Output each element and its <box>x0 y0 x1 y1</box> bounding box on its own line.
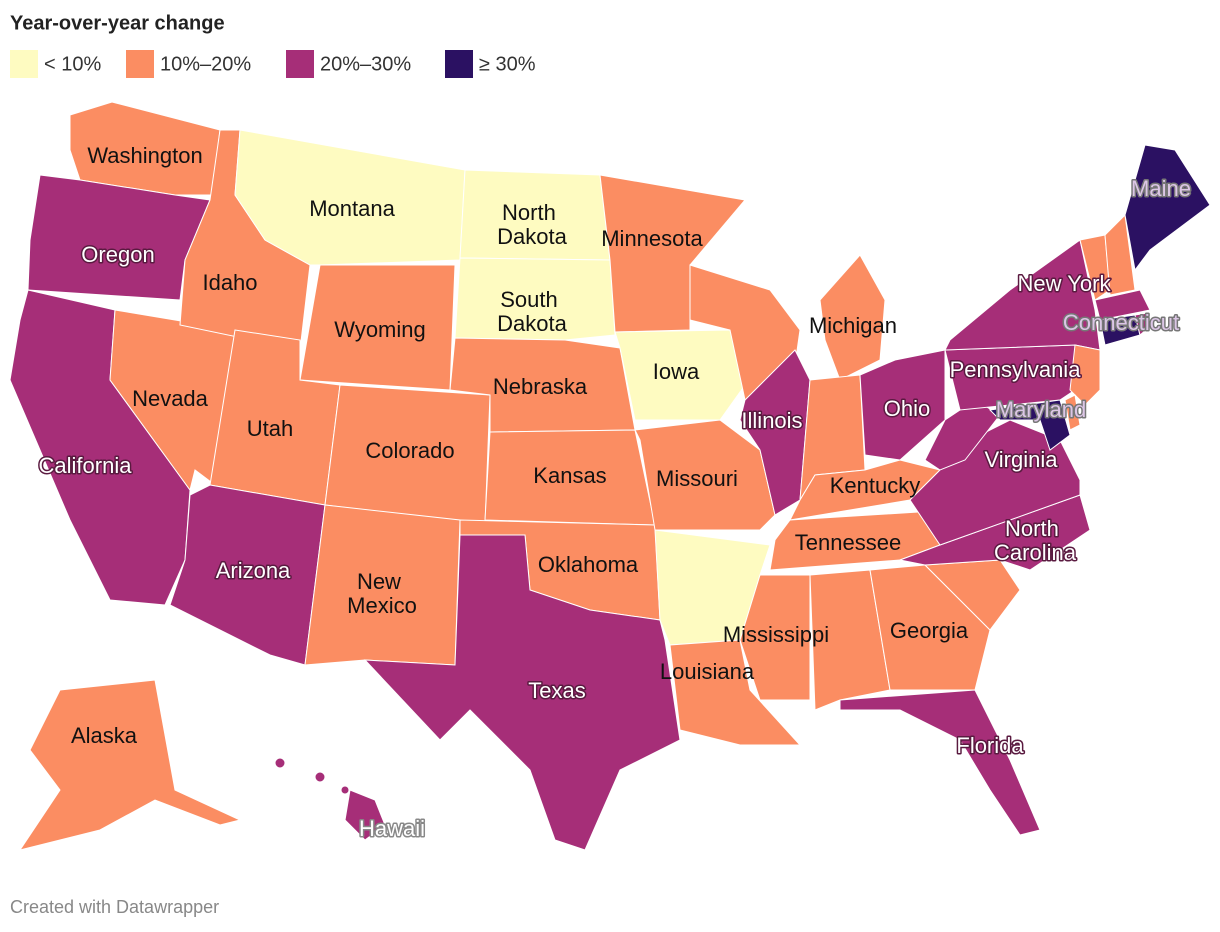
state-label: Maine <box>1131 176 1191 201</box>
state <box>454 257 616 341</box>
state <box>18 679 242 851</box>
state-label: Maryland <box>996 397 1086 422</box>
state-label: California <box>39 453 133 478</box>
state-label: South Dakota <box>497 287 567 336</box>
state-label: New Mexico <box>347 569 417 618</box>
state-label: Michigan <box>809 313 897 338</box>
legend-swatch <box>10 50 38 78</box>
state <box>819 254 886 381</box>
state <box>739 349 811 516</box>
island <box>340 785 350 795</box>
state-label: North Dakota <box>497 200 567 249</box>
legend-swatch <box>126 50 154 78</box>
state-label: Texas <box>528 678 585 703</box>
state-label: Kansas <box>533 463 606 488</box>
state-label: Florida <box>956 733 1024 758</box>
state <box>809 569 891 711</box>
footer: Created with Datawrapper <box>10 897 219 917</box>
state <box>69 101 221 196</box>
state-label: Alaska <box>71 723 138 748</box>
state-label: Pennsylvania <box>950 357 1082 382</box>
state-label: Connecticut <box>1063 310 1179 335</box>
title: Year-over-year change <box>10 12 225 34</box>
state <box>634 419 776 531</box>
state <box>1124 144 1211 272</box>
legend-label: 10%–20% <box>160 53 251 75</box>
state-label: Arizona <box>216 558 291 583</box>
state-label: North Carolina <box>994 516 1077 565</box>
state-label: Utah <box>247 416 293 441</box>
state-label: Wyoming <box>334 317 426 342</box>
labels: Washington Oregon California Nevada Idaho Mon… <box>37 143 1192 843</box>
state <box>1104 213 1136 296</box>
legend-swatch <box>286 50 314 78</box>
state <box>739 574 811 701</box>
state-label: Iowa <box>653 359 700 384</box>
state-label: Hawaii <box>359 816 425 841</box>
state <box>1069 344 1101 406</box>
legend-label: < 10% <box>44 53 101 75</box>
state-label: Colorado <box>365 438 454 463</box>
state-label: Washington <box>87 143 202 168</box>
state <box>1064 394 1081 431</box>
state-label: Ohio <box>884 396 930 421</box>
state <box>363 534 681 851</box>
island <box>274 757 286 769</box>
state-label: Illinois <box>741 408 802 433</box>
legend-swatch <box>445 50 473 78</box>
state-label: Montana <box>309 196 395 221</box>
state-label: Kentucky <box>830 473 921 498</box>
island <box>314 771 326 783</box>
state-label: Tennessee <box>795 530 901 555</box>
state-label: New York <box>1018 271 1112 296</box>
state <box>599 174 746 333</box>
state-label: Louisiana <box>660 659 755 684</box>
state-label: Mississippi <box>723 622 829 647</box>
state <box>344 789 386 841</box>
legend-label: 20%–30% <box>320 53 411 75</box>
state <box>1094 289 1151 321</box>
legend-label: ≥ 30% <box>479 53 536 75</box>
states <box>9 101 1211 851</box>
state-label: Georgia <box>890 618 969 643</box>
state-label: Oregon <box>81 242 154 267</box>
state <box>789 459 941 521</box>
state-label: Minnesota <box>601 226 703 251</box>
state <box>944 239 1101 351</box>
state <box>869 564 991 691</box>
state-label: Nebraska <box>493 374 588 399</box>
state <box>839 689 1041 836</box>
state <box>988 399 1071 451</box>
state-label: Virginia <box>985 447 1059 472</box>
state-label: Missouri <box>656 466 738 491</box>
state-label: Idaho <box>202 270 257 295</box>
state-label: Nevada <box>132 386 209 411</box>
legend: < 10% 10%–20% 20%–30% ≥ 30% <box>10 50 536 78</box>
state <box>1134 312 1149 336</box>
state-label: Oklahoma <box>538 552 639 577</box>
